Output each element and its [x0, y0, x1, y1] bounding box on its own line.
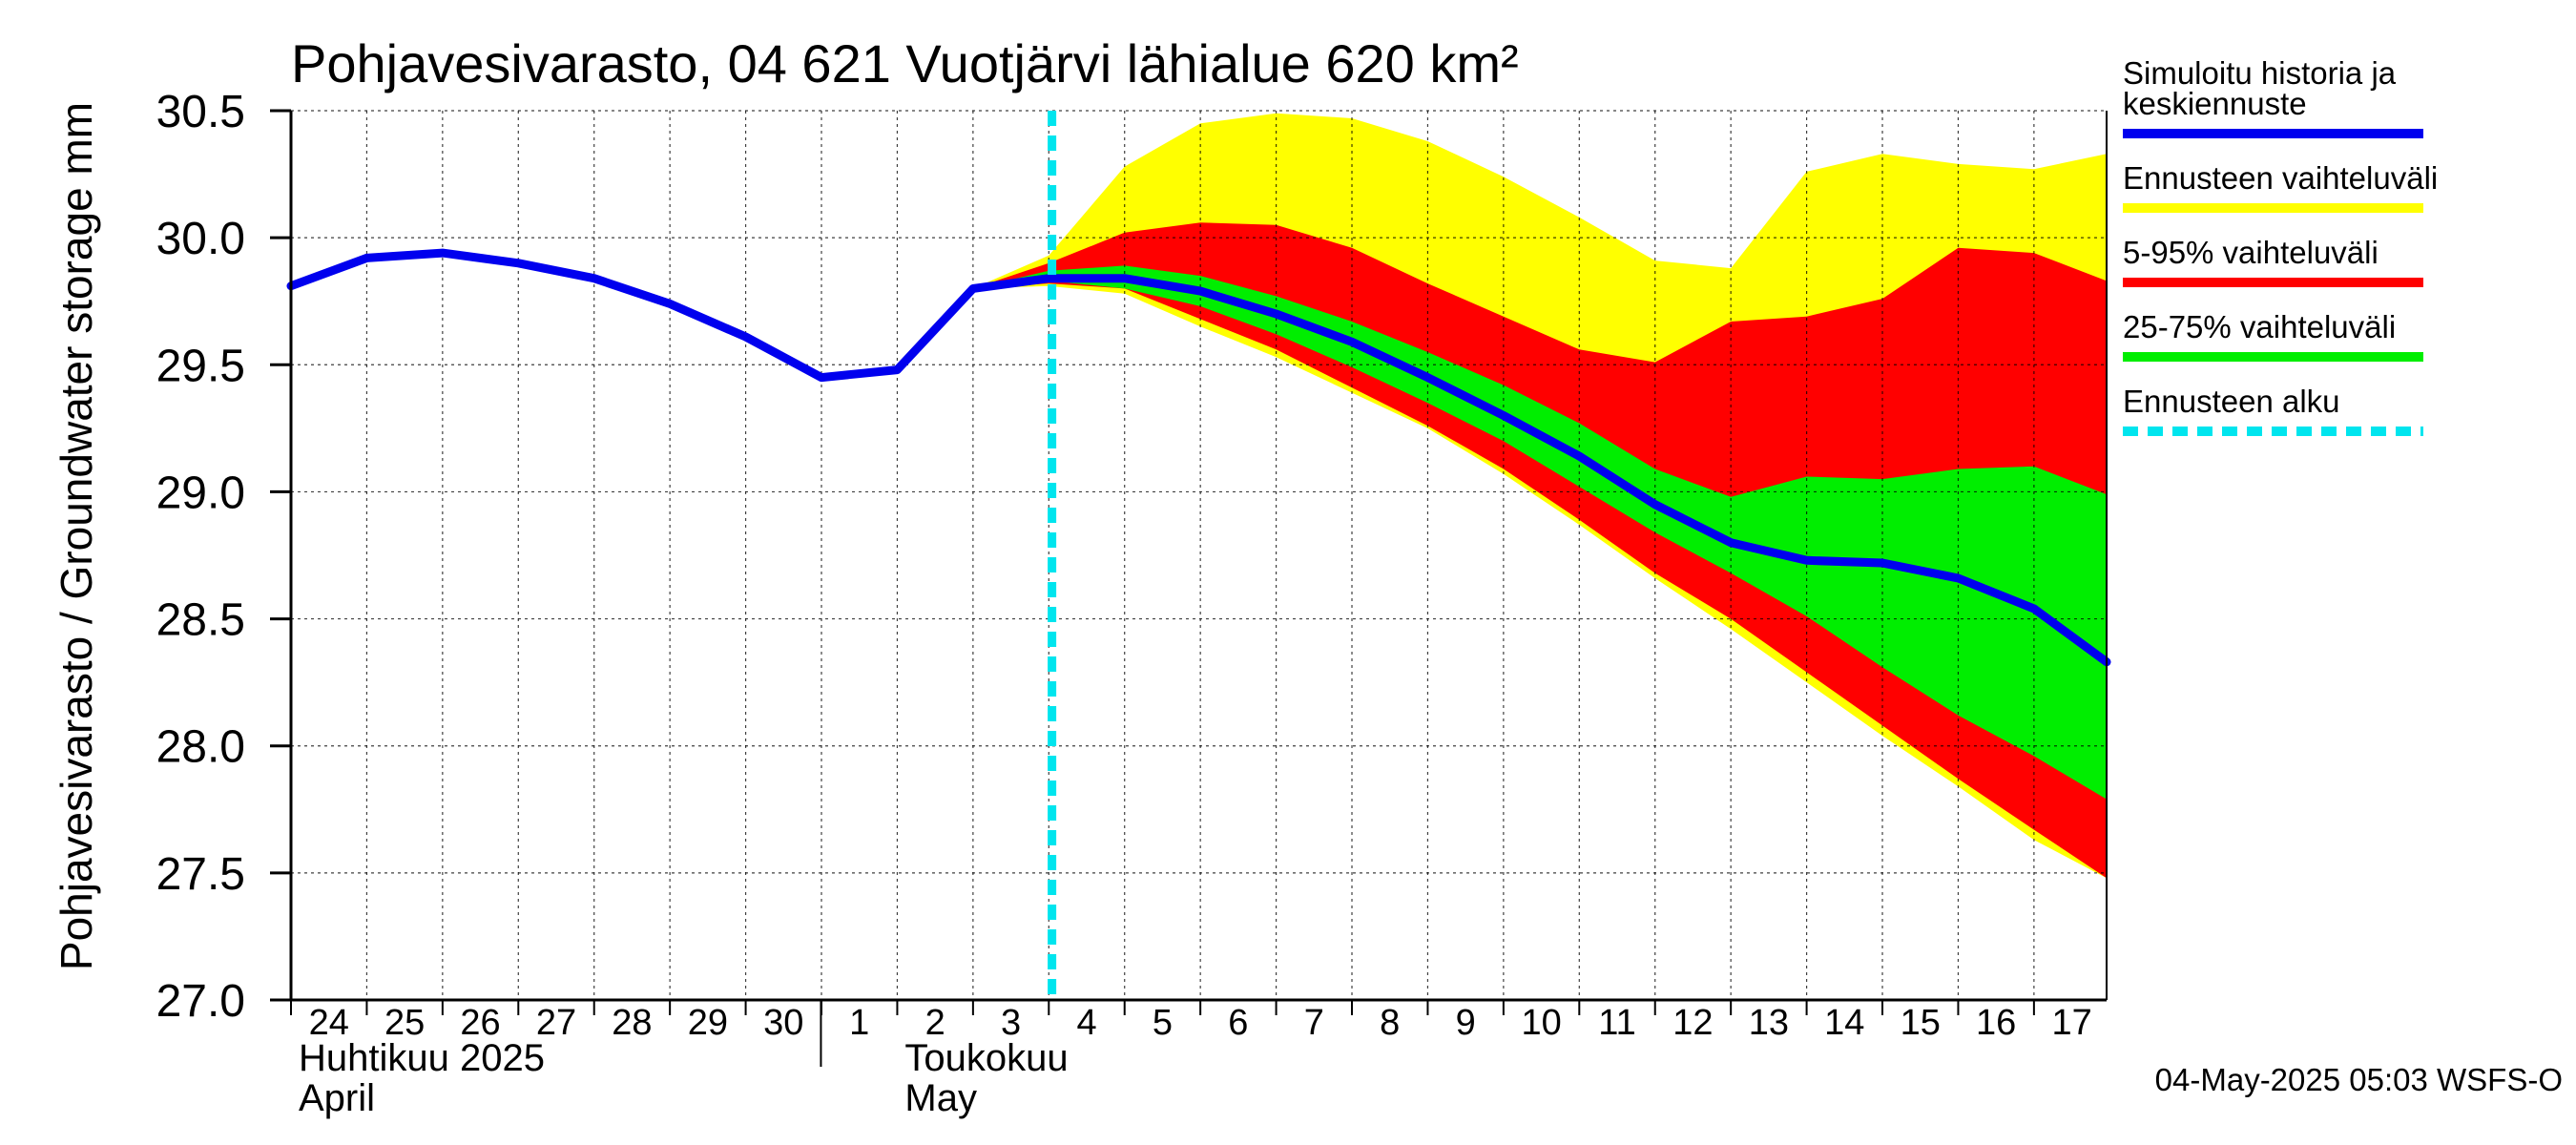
month-label-english: May — [904, 1077, 977, 1119]
month-label-local: Huhtikuu 2025 — [299, 1037, 545, 1079]
x-tick-label: 14 — [1824, 1003, 1864, 1043]
forecast-bands — [972, 113, 2107, 879]
x-tick-label: 25 — [384, 1003, 425, 1043]
timestamp-footer: 04-May-2025 05:03 WSFS-O — [2155, 1062, 2563, 1097]
legend-label: keskiennuste — [2123, 86, 2307, 121]
x-tick-label: 1 — [849, 1003, 869, 1043]
month-label-english: April — [299, 1077, 375, 1119]
x-tick-label: 29 — [688, 1003, 728, 1043]
y-tick-label: 28.5 — [156, 595, 245, 646]
x-tick-label: 28 — [612, 1003, 652, 1043]
y-tick-label: 27.5 — [156, 849, 245, 900]
y-axis-ticks: 27.0 27.5 28.0 28.5 29.0 29.5 30.0 30.5 — [156, 87, 291, 1027]
median-line — [286, 248, 2111, 667]
legend-label: Simuloitu historia ja — [2123, 55, 2397, 91]
x-tick-label: 7 — [1304, 1003, 1324, 1043]
legend-label: Ennusteen vaihteluväli — [2123, 160, 2438, 196]
month-label-local: Toukokuu — [904, 1037, 1068, 1079]
x-tick-label: 8 — [1380, 1003, 1400, 1043]
x-tick-label: 9 — [1456, 1003, 1476, 1043]
x-tick-label: 26 — [460, 1003, 500, 1043]
y-tick-label: 30.5 — [156, 87, 245, 137]
y-axis-label: Pohjavesivarasto / Groundwater storage m… — [52, 102, 101, 970]
x-tick-label: 11 — [1598, 1003, 1635, 1043]
x-tick-label: 16 — [1976, 1003, 2016, 1043]
x-tick-label: 15 — [1901, 1003, 1941, 1043]
legend-label: 5-95% vaihteluväli — [2123, 235, 2379, 270]
y-tick-label: 28.0 — [156, 722, 245, 773]
band-1 — [972, 222, 2107, 879]
chart-title: Pohjavesivarasto, 04 621 Vuotjärvi lähia… — [291, 33, 1519, 94]
y-tick-label: 29.5 — [156, 341, 245, 391]
x-tick-label: 3 — [1001, 1003, 1021, 1043]
x-tick-label: 27 — [536, 1003, 576, 1043]
y-tick-label: 27.0 — [156, 976, 245, 1027]
x-tick-label: 13 — [1749, 1003, 1789, 1043]
x-axis-ticks: 24 25 26 27 28 29 30 1 2 3 4 5 6 7 8 9 10 11 12 13 14 15 16 17 — [290, 1000, 2092, 1043]
legend-label: Ennusteen alku — [2123, 384, 2340, 419]
x-tick-label: 10 — [1521, 1003, 1561, 1043]
y-tick-label: 30.0 — [156, 214, 245, 264]
legend-label: 25-75% vaihteluväli — [2123, 309, 2396, 344]
x-tick-label: 30 — [763, 1003, 803, 1043]
x-tick-label: 24 — [309, 1003, 349, 1043]
x-tick-label: 2 — [925, 1003, 945, 1043]
x-tick-label: 12 — [1672, 1003, 1713, 1043]
x-tick-label: 17 — [2051, 1003, 2091, 1043]
median-series — [286, 248, 2111, 667]
x-tick-label: 6 — [1228, 1003, 1248, 1043]
x-tick-label: 5 — [1153, 1003, 1173, 1043]
x-tick-label: 4 — [1076, 1003, 1096, 1043]
y-tick-label: 29.0 — [156, 468, 245, 518]
band-2 — [972, 265, 2107, 800]
